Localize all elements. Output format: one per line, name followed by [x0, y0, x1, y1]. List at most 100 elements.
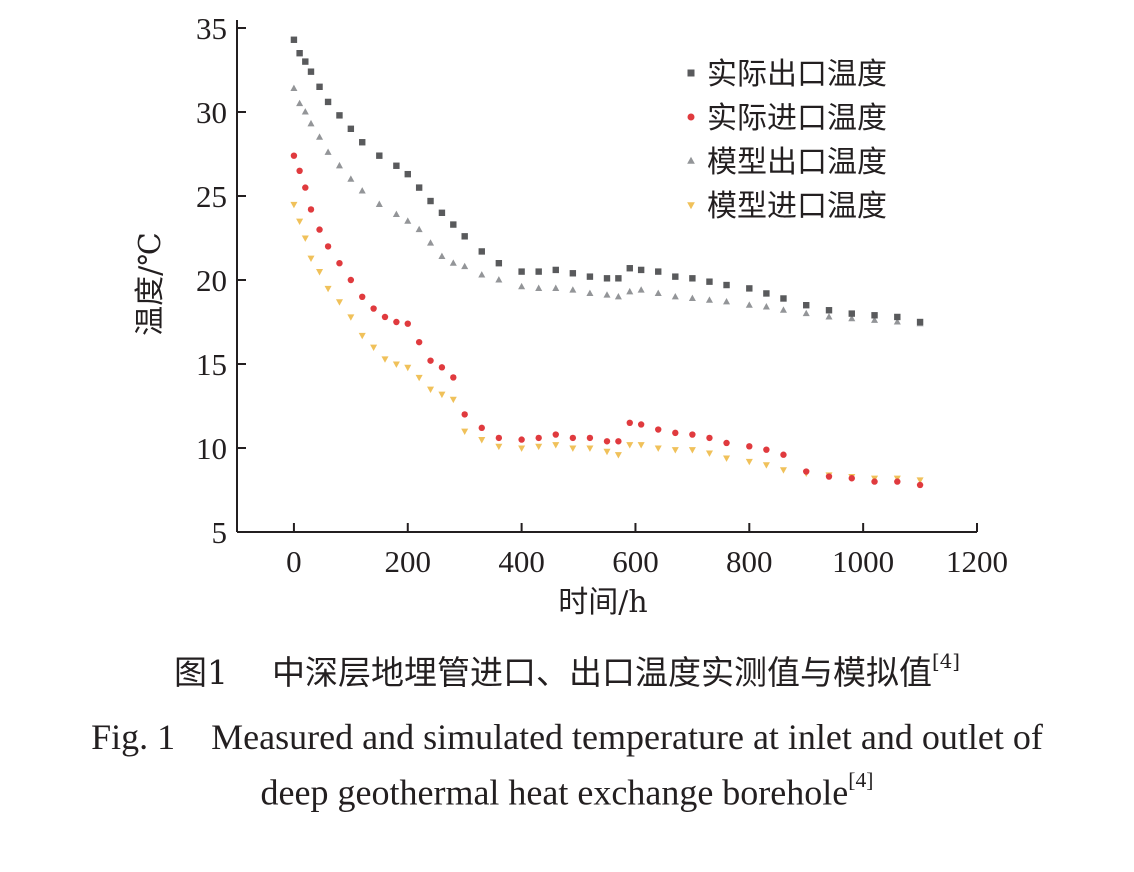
data-point [603, 438, 611, 445]
x-tick-label: 400 [498, 544, 545, 579]
data-point [316, 226, 323, 233]
y-tick-label: 15 [196, 347, 227, 382]
data-point [301, 235, 309, 242]
y-tick-label: 20 [196, 263, 227, 298]
data-point [706, 434, 713, 442]
data-point [449, 259, 457, 266]
legend-label: 实际进口温度 [707, 101, 887, 136]
data-point [626, 287, 634, 295]
data-point [296, 99, 304, 107]
data-point [427, 386, 435, 394]
data-point [478, 271, 486, 278]
data-point [307, 119, 315, 127]
figure-caption-english-line2: deep geothermal heat exchange borehole[4… [0, 768, 1134, 813]
data-point [569, 434, 577, 442]
data-point [290, 152, 298, 159]
data-point [438, 391, 446, 399]
data-point [894, 313, 901, 321]
data-point [495, 260, 503, 267]
data-point [290, 84, 298, 92]
data-point [689, 431, 696, 438]
data-point [392, 210, 400, 218]
data-point [450, 221, 457, 228]
data-point [586, 445, 594, 452]
data-point [518, 268, 525, 275]
x-tick-label: 0 [286, 544, 302, 579]
data-point [614, 452, 622, 459]
reference-mark: [4] [931, 650, 961, 674]
data-point [307, 68, 315, 75]
data-point [478, 248, 485, 255]
data-point [404, 364, 412, 372]
data-point [848, 310, 855, 317]
data-point [404, 320, 411, 327]
data-point [586, 434, 594, 442]
data-point [450, 374, 457, 381]
data-point [586, 289, 594, 296]
series-3 [290, 84, 924, 327]
data-point [763, 290, 770, 297]
data-point [671, 447, 679, 454]
data-point [671, 292, 679, 300]
data-point [746, 285, 753, 292]
data-point [825, 307, 833, 314]
legend-entry: 实际出口温度 [687, 57, 887, 92]
data-point [803, 468, 810, 475]
data-point [478, 437, 486, 444]
reference-mark-english: [4] [848, 768, 874, 792]
data-point [614, 292, 622, 300]
legend-marker [687, 156, 695, 164]
data-point [603, 275, 611, 282]
data-point [637, 266, 645, 274]
data-point [296, 167, 303, 174]
x-tick-label: 600 [612, 544, 659, 579]
data-point [301, 108, 309, 115]
series-2 [290, 152, 924, 489]
data-point [393, 318, 400, 326]
data-point [779, 306, 787, 313]
data-point [415, 184, 423, 191]
data-point [427, 197, 434, 205]
data-point [347, 175, 355, 182]
data-point [290, 36, 298, 43]
data-point [552, 442, 560, 449]
data-point [495, 276, 503, 283]
data-point [324, 243, 332, 250]
data-point [626, 265, 633, 272]
data-point [672, 273, 679, 280]
data-point [376, 152, 383, 159]
data-point [916, 481, 924, 489]
data-point [336, 260, 343, 267]
data-point [586, 273, 594, 280]
data-point [723, 439, 730, 447]
data-point [848, 475, 855, 482]
data-point [871, 312, 878, 319]
data-point [723, 281, 730, 289]
data-point [654, 445, 662, 452]
figure-caption-english-line1: Fig. 1 Measured and simulated temperatur… [91, 717, 1043, 757]
data-point [552, 284, 560, 291]
data-point [302, 184, 309, 191]
legend-entry: 模型进口温度 [687, 189, 887, 224]
figure-caption-chinese: 图1 中深层地埋管进口、出口温度实测值与模拟值[4] [0, 646, 1134, 694]
data-point [706, 278, 713, 285]
data-point [615, 438, 622, 445]
data-point [779, 467, 787, 474]
data-point [535, 443, 543, 451]
x-tick-label: 200 [385, 544, 432, 579]
data-point [427, 357, 434, 364]
scatter-chart: 0 200 400 600 800 1000 1200 5 10 15 20 25 30 35 时间/h 温度… [133, 11, 1008, 620]
data-point [723, 298, 731, 305]
data-point [803, 302, 810, 309]
data-point [535, 268, 542, 275]
data-point [535, 434, 542, 442]
data-point [745, 301, 753, 308]
data-point [637, 442, 645, 449]
data-point [603, 291, 611, 298]
data-point [438, 209, 446, 216]
data-point [763, 446, 770, 453]
figure-title-english-end: deep geothermal heat exchange borehole [260, 772, 849, 813]
legend-label: 模型出口温度 [707, 145, 887, 180]
data-point [705, 450, 713, 457]
data-point [296, 50, 303, 57]
